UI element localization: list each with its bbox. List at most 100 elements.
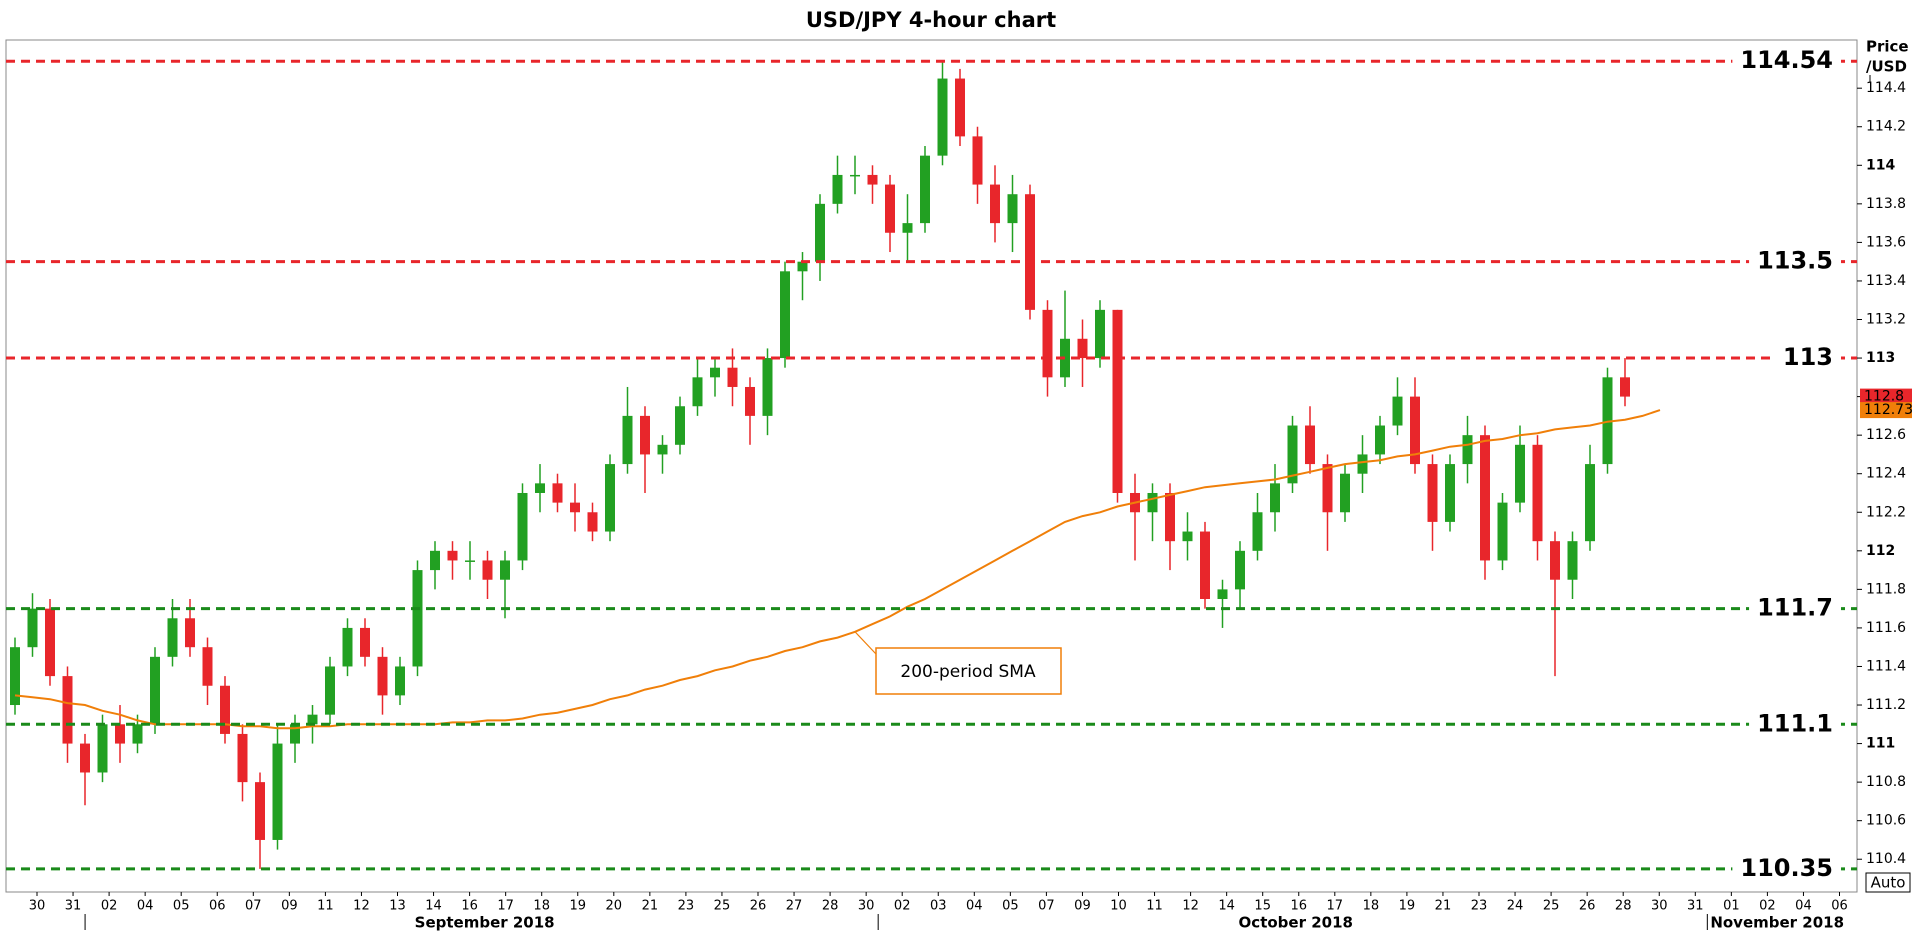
candle-body: [62, 676, 73, 744]
month-label: September 2018: [415, 914, 555, 932]
candle-body: [290, 724, 300, 744]
x-tick-label: 27: [786, 899, 803, 914]
y-tick-label: 113.6: [1866, 234, 1906, 250]
y-tick-label: 113.2: [1866, 312, 1906, 328]
month-label: October 2018: [1239, 914, 1353, 932]
candle-body: [360, 627, 370, 657]
plot-area: [5, 39, 1858, 893]
candle-body: [325, 666, 335, 715]
y-tick-label: 110.4: [1866, 851, 1906, 867]
x-tick-label: 09: [1074, 899, 1091, 914]
y-axis-label: /USD: [1866, 58, 1907, 76]
candle-body: [150, 656, 160, 725]
candle-body: [937, 78, 948, 156]
level-label-bg: [1749, 709, 1841, 738]
x-tick-label: 28: [1615, 899, 1632, 914]
x-tick-label: 02: [101, 899, 118, 914]
candle-body: [97, 724, 108, 773]
candle-body: [780, 271, 790, 359]
x-tick-label: 09: [281, 899, 298, 914]
auto-button-label[interactable]: Auto: [1871, 874, 1906, 892]
candle-body: [657, 444, 668, 455]
x-tick-label: 12: [1182, 899, 1199, 914]
y-tick-label: 111.6: [1866, 620, 1906, 636]
y-tick-label: 114.4: [1866, 80, 1906, 96]
candle-body: [237, 733, 248, 783]
candle-body: [430, 550, 440, 571]
candle-body: [202, 647, 213, 686]
x-tick-label: 04: [137, 899, 154, 914]
x-tick-label: 02: [894, 899, 911, 914]
candle-body: [622, 415, 633, 465]
candle-body: [465, 560, 475, 562]
candle-body: [867, 174, 878, 185]
y-axis-label: Price: [1866, 38, 1909, 56]
candle-body: [605, 464, 615, 532]
candle-body: [1585, 464, 1595, 542]
candle-body: [1427, 464, 1438, 522]
y-tick-label: 114: [1866, 157, 1895, 173]
price-tag: [1860, 402, 1912, 419]
auto-button[interactable]: [1865, 872, 1911, 893]
candle-body: [727, 367, 738, 387]
candle-body: [255, 782, 265, 840]
candle-body: [272, 743, 283, 840]
candle-body: [1147, 492, 1158, 513]
candle-body: [1532, 444, 1543, 542]
candle-body: [1550, 541, 1560, 580]
candle-body: [482, 560, 493, 580]
candle-body: [552, 483, 563, 503]
candle-body: [1077, 338, 1088, 359]
x-tick-label: 20: [606, 899, 623, 914]
candle-body: [45, 608, 55, 677]
candle-body: [1480, 435, 1490, 561]
candle-body: [535, 483, 545, 493]
chart-title: USD/JPY 4-hour chart: [806, 8, 1056, 32]
candle-body: [832, 174, 843, 204]
candle-body: [1095, 309, 1105, 359]
x-tick-label: 25: [714, 899, 731, 914]
x-tick-label: 02: [1759, 899, 1776, 914]
candle-body: [1497, 502, 1508, 561]
x-tick-label: 23: [1471, 899, 1488, 914]
y-tick-label: 112.2: [1866, 504, 1906, 520]
x-tick-label: 18: [1363, 899, 1380, 914]
candle-body: [220, 685, 230, 734]
candle-body: [1270, 483, 1280, 513]
candle-body: [1235, 550, 1245, 590]
x-tick-label: 30: [858, 899, 875, 914]
x-tick-label: 07: [245, 899, 262, 914]
level-label-bg: [1774, 343, 1841, 372]
candle-body: [640, 415, 650, 455]
candle-body: [1042, 309, 1053, 378]
candle-body: [692, 377, 703, 407]
candle-body: [1567, 541, 1578, 580]
annotation-text: 200-period SMA: [900, 662, 1036, 682]
level-label: 111.7: [1757, 594, 1833, 622]
x-tick-label: 26: [750, 899, 767, 914]
annotation-pointer: [854, 631, 877, 655]
level-label-bg: [1732, 46, 1841, 75]
candle-body: [377, 656, 388, 696]
candle-body: [167, 618, 178, 657]
x-tick-label: 21: [642, 899, 659, 914]
x-tick-label: 17: [497, 899, 514, 914]
x-tick-label: 18: [533, 899, 550, 914]
x-tick-label: 19: [1399, 899, 1416, 914]
x-tick-label: 16: [461, 899, 478, 914]
level-label-bg: [1749, 593, 1841, 622]
candle-body: [27, 608, 38, 648]
x-tick-label: 19: [569, 899, 586, 914]
y-tick-label: 111: [1866, 736, 1895, 752]
x-tick-label: 28: [822, 899, 839, 914]
candle-body: [132, 724, 143, 744]
x-tick-label: 30: [29, 899, 46, 914]
candle-body: [1025, 194, 1035, 310]
x-tick-label: 31: [1687, 899, 1704, 914]
x-tick-label: 03: [930, 899, 947, 914]
candle-body: [675, 406, 685, 445]
candle-body: [850, 174, 860, 177]
x-tick-label: 01: [1723, 899, 1740, 914]
y-tick-label: 113.8: [1866, 196, 1906, 212]
